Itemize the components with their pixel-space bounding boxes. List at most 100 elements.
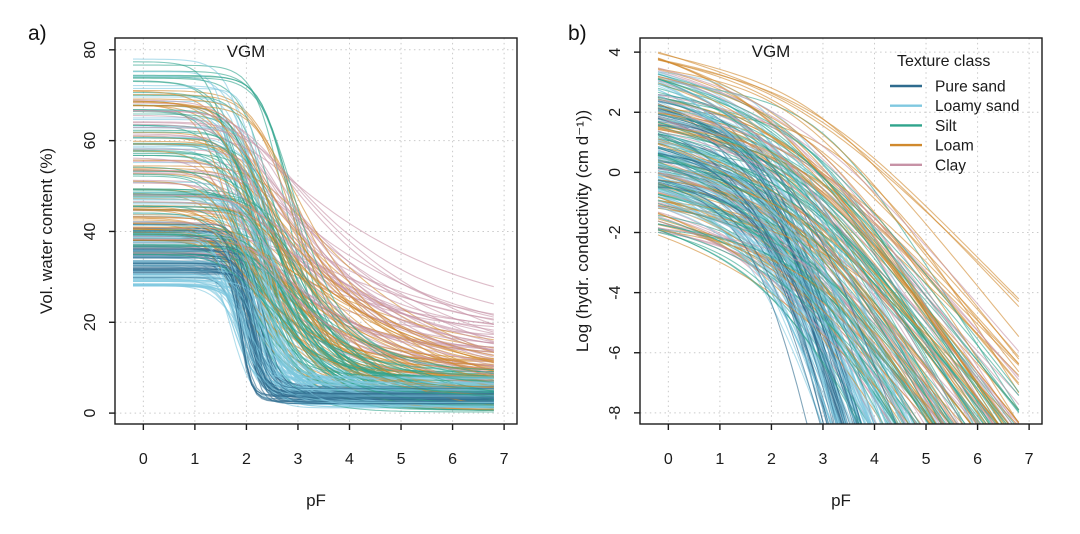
curve-loam xyxy=(657,57,1020,424)
plot-title: VGM xyxy=(752,42,791,61)
curve-silt xyxy=(657,154,930,424)
curve-loamy-sand xyxy=(657,139,887,424)
curve-clay xyxy=(133,221,494,376)
curve-clay xyxy=(132,133,494,344)
curve-loamy-sand xyxy=(657,152,870,424)
curve-loamy-sand xyxy=(657,110,884,424)
curve-loam xyxy=(657,143,938,424)
curve-loamy-sand xyxy=(657,95,898,424)
curve-silt xyxy=(133,253,494,392)
legend-label-silt: Silt xyxy=(935,118,957,135)
curve-clay xyxy=(132,160,494,316)
y-tick-label: 0 xyxy=(82,409,99,418)
curve-clay xyxy=(133,121,494,325)
curve-loamy-sand xyxy=(657,157,891,424)
curve-clay xyxy=(657,124,1020,405)
y-tick-label: 40 xyxy=(82,222,99,240)
curve-clay xyxy=(657,165,995,424)
curve-pure-sand xyxy=(657,114,897,424)
curve-silt xyxy=(133,205,494,396)
curve-clay xyxy=(133,115,494,356)
curve-silt xyxy=(133,94,494,406)
y-tick-label: 20 xyxy=(82,313,99,331)
y-tick-label: -8 xyxy=(607,406,624,420)
curve-pure-sand xyxy=(133,257,494,390)
curve-silt xyxy=(657,78,1020,393)
curve-loamy-sand xyxy=(657,125,862,424)
curve-silt xyxy=(657,229,860,424)
y-tick-label: -6 xyxy=(607,346,624,360)
x-tick-label: 0 xyxy=(664,451,673,468)
y-tick-label: 4 xyxy=(607,48,624,57)
chart-a-water-retention: 0 1 2 3 4 5 6 7 0 20 40 60 80 pF Vol. water content (%… xyxy=(37,37,518,510)
y-axis-label: Log (hydr. conductivity (cm d⁻¹)) xyxy=(573,110,592,352)
curve-clay xyxy=(657,79,964,424)
curve-silt xyxy=(133,231,494,377)
curve-clay xyxy=(133,99,494,361)
curve-loamy-sand xyxy=(133,274,494,378)
y-tick-label: -2 xyxy=(607,225,624,239)
curve-clay xyxy=(657,67,1020,352)
curve-loam xyxy=(133,98,494,379)
curve-pure-sand xyxy=(657,124,856,424)
curve-loamy-sand xyxy=(657,106,914,424)
curve-loam xyxy=(657,127,1020,423)
legend-label-clay: Clay xyxy=(935,157,966,174)
curve-pure-sand xyxy=(657,118,837,424)
y-tick-label: 80 xyxy=(82,41,99,59)
curve-loam xyxy=(657,179,972,424)
curve-pure-sand xyxy=(133,270,494,396)
curve-silt xyxy=(657,203,947,424)
curve-silt xyxy=(657,96,1020,396)
curve-loamy-sand xyxy=(133,224,494,397)
curve-silt xyxy=(657,135,1010,424)
curve-clay xyxy=(133,182,494,350)
y-axis-label: Vol. water content (%) xyxy=(37,148,56,314)
curve-pure-sand xyxy=(657,133,828,424)
curve-loamy-sand xyxy=(657,149,838,424)
curves-layer xyxy=(657,51,1020,424)
curve-loam xyxy=(657,229,964,424)
curve-loam xyxy=(657,52,1020,337)
curve-loam xyxy=(132,167,494,372)
curve-pure-sand xyxy=(133,260,494,405)
curve-loamy-sand xyxy=(657,207,846,424)
curve-loam xyxy=(657,58,1020,302)
chart-b-hydraulic-conductivity: 0 1 2 3 4 5 6 7 -8 -6 -4 -2 0 2 4 pF Log (hydr. conducti… xyxy=(573,37,1043,510)
x-tick-label: 6 xyxy=(448,451,457,468)
curve-loam xyxy=(133,226,494,365)
curve-silt xyxy=(133,234,494,373)
curve-silt xyxy=(657,147,966,424)
curve-loam xyxy=(657,98,1020,366)
curve-loamy-sand xyxy=(657,71,936,424)
curve-silt xyxy=(657,78,1020,413)
curve-clay xyxy=(133,194,494,315)
x-tick-label: 4 xyxy=(870,451,879,468)
curve-pure-sand xyxy=(133,255,494,398)
legend-label-pure-sand: Pure sand xyxy=(935,79,1006,96)
curve-loam xyxy=(657,213,932,424)
y-tick-label: 0 xyxy=(607,168,624,177)
x-tick-label: 7 xyxy=(500,451,509,468)
curve-clay xyxy=(657,212,943,424)
curve-clay xyxy=(657,229,906,424)
curve-loam xyxy=(657,77,1005,424)
curves-layer xyxy=(132,58,494,413)
curve-clay xyxy=(657,220,893,424)
x-tick-label: 5 xyxy=(397,451,406,468)
x-tick-label: 7 xyxy=(1025,451,1034,468)
curve-clay xyxy=(133,201,494,343)
curve-loamy-sand xyxy=(657,195,857,424)
panel-label-a: a) xyxy=(28,22,47,45)
curve-loamy-sand xyxy=(657,188,829,424)
curve-clay xyxy=(657,171,908,424)
curve-loam xyxy=(657,172,951,424)
x-axis-label: pF xyxy=(306,491,326,510)
curve-silt xyxy=(133,245,494,398)
plot-title: VGM xyxy=(227,42,266,61)
x-tick-label: 0 xyxy=(139,451,148,468)
curve-loamy-sand xyxy=(657,163,837,424)
legend-label-loamy-sand: Loamy sand xyxy=(935,98,1019,115)
curve-clay xyxy=(657,116,940,424)
